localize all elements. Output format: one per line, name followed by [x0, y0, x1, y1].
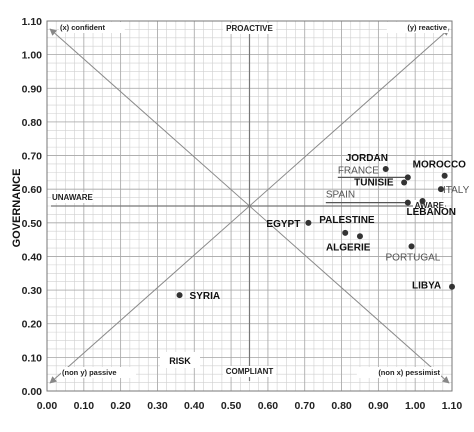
y-tick-label: 0.00	[22, 386, 43, 398]
data-point	[356, 233, 363, 240]
label-aware-bg	[413, 200, 445, 211]
quadrant-bottom-right: (non x) pessimist	[378, 368, 440, 377]
label-proactive-bg	[223, 23, 276, 34]
data-point	[419, 197, 426, 204]
label-unaware: UNAWARE	[52, 193, 94, 202]
x-tick-label: 0.50	[221, 400, 242, 412]
x-tick-label: 0.60	[258, 400, 279, 412]
point-label: SPAIN	[326, 190, 355, 201]
point-label: ITALY	[443, 185, 470, 196]
point-label: EGYPT	[266, 219, 300, 230]
y-tick-label: 0.20	[22, 319, 43, 331]
y-axis-label: GOVERNANCE	[11, 169, 23, 248]
risk-label-bg	[160, 352, 200, 368]
x-tick-label: 0.20	[110, 400, 131, 412]
point-label: ALGERIE	[326, 242, 371, 253]
quadrant-top-left: (x) confident	[60, 23, 105, 32]
point-label: PALESTINE	[319, 215, 375, 226]
center-lines	[51, 31, 446, 381]
point-label: LIBYA	[412, 281, 441, 292]
quadrant-top-right: (y) reactive	[407, 23, 447, 32]
label-proactive: PROACTIVE	[226, 24, 273, 33]
point-label: PORTUGAL	[386, 252, 441, 263]
y-tick-label: 0.40	[22, 251, 43, 263]
data-point	[401, 179, 408, 186]
y-tick-label: 0.80	[22, 117, 43, 129]
label-aware: AWARE	[415, 201, 445, 210]
x-tick-label: 1.10	[442, 400, 463, 412]
data-point	[449, 283, 455, 290]
data-point	[408, 243, 415, 250]
x-tick-labels: 0.00 0.10 0.20 0.30 0.40 0.50 0.60 0.70 0.80 0.90…	[37, 400, 463, 412]
quadrant-top-right-bg	[386, 22, 448, 33]
data-point	[342, 229, 349, 236]
data-point	[176, 292, 183, 299]
x-tick-label: 0.40	[184, 400, 205, 412]
plot-border	[46, 20, 453, 392]
x-tick-label: 0.80	[331, 400, 352, 412]
x-tick-label: 1.00	[405, 400, 426, 412]
point-label: FRANCE	[338, 165, 379, 176]
x-tick-label: 0.10	[74, 400, 95, 412]
quadrant-top-left-bg	[59, 22, 125, 33]
point-label: LEBANON	[407, 207, 456, 218]
y-tick-labels: 0.00 0.10 0.20 0.30 0.40 0.50 0.60 0.70 0.80 0.90…	[22, 16, 43, 398]
x-tick-label: 0.00	[37, 400, 58, 412]
quadrant-bottom-right-bg	[356, 367, 441, 378]
data-point	[382, 166, 389, 172]
y-tick-label: 0.70	[22, 151, 43, 163]
point-label: SYRIA	[190, 291, 221, 302]
y-tick-label: 0.60	[22, 184, 43, 196]
quadrant-bottom-left-bg	[61, 367, 136, 378]
data-point	[404, 174, 411, 181]
y-tick-label: 1.10	[22, 16, 43, 28]
y-tick-label: 0.10	[22, 352, 43, 364]
label-unaware-bg	[51, 192, 94, 203]
point-label: TUNISIE	[354, 177, 394, 188]
data-point	[441, 172, 448, 179]
point-label: MOROCCO	[413, 160, 467, 171]
y-tick-label: 0.50	[22, 218, 43, 230]
data-point	[305, 219, 312, 226]
quadrant-labels: (x) confident (y) reactive (non y) passive…	[51, 22, 448, 378]
x-tick-label: 0.30	[147, 400, 168, 412]
y-tick-label: 0.30	[22, 285, 43, 297]
quadrant-bottom-left: (non y) passive	[62, 368, 117, 377]
point-label: JORDAN	[346, 153, 388, 164]
data-point	[404, 199, 411, 206]
data-point	[437, 186, 444, 193]
label-compliant-bg	[223, 366, 276, 377]
x-tick-label: 0.70	[295, 400, 316, 412]
y-tick-label: 0.90	[22, 83, 43, 95]
y-tick-label: 1.00	[22, 50, 43, 62]
x-tick-label: 0.90	[368, 400, 389, 412]
label-compliant: COMPLIANT	[226, 367, 274, 376]
risk-label: RISK	[169, 356, 191, 366]
